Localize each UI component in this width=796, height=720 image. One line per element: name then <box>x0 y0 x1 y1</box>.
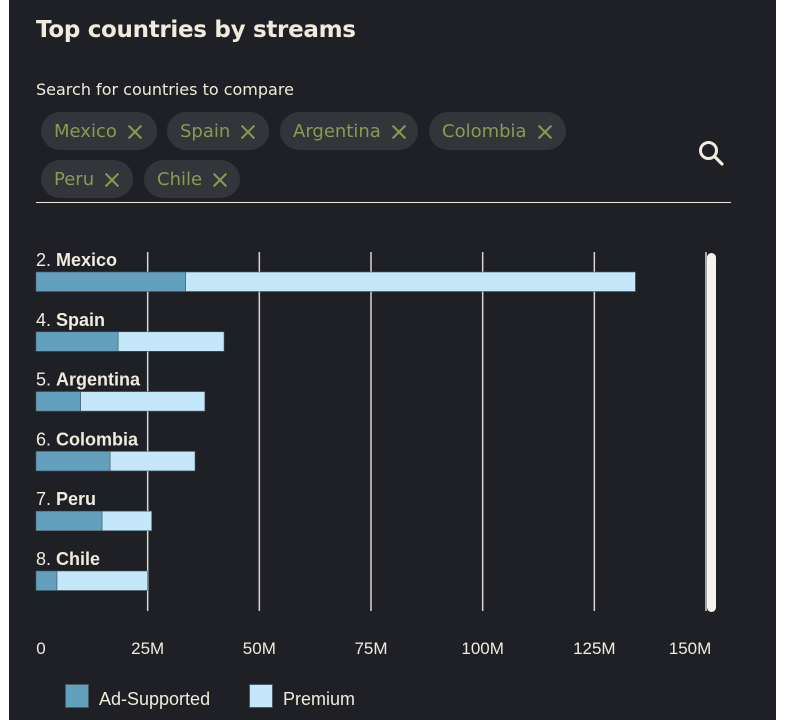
chart-scrollbar-thumb[interactable] <box>707 253 716 612</box>
country-chip-label: Colombia <box>442 120 527 142</box>
category-label: 7. Peru <box>36 489 96 509</box>
category-rank: 2. <box>36 250 56 270</box>
bar-premium <box>109 451 196 472</box>
category-name: Mexico <box>56 250 117 270</box>
bar-premium <box>101 510 152 532</box>
x-tick-label: 0 <box>36 639 45 658</box>
x-tick-label: 125M <box>573 639 616 658</box>
category-rank: 4. <box>36 310 56 330</box>
category-rank: 5. <box>36 370 56 390</box>
category-label: 2. Mexico <box>36 250 117 270</box>
country-chip[interactable]: Colombia <box>429 112 566 150</box>
country-chip[interactable]: Peru <box>41 160 133 198</box>
search-icon <box>699 141 724 166</box>
country-chip-label: Peru <box>54 168 95 190</box>
bar-premium <box>80 391 206 412</box>
category-name: Spain <box>56 310 105 330</box>
country-chip[interactable]: Chile <box>144 160 240 198</box>
x-tick-label: 100M <box>461 639 504 658</box>
category-name: Peru <box>56 489 96 509</box>
country-chip[interactable]: Mexico <box>41 112 157 150</box>
legend-swatch-premium <box>249 684 273 708</box>
category-label: 4. Spain <box>36 310 105 330</box>
bar-ad-supported <box>35 451 111 472</box>
category-name: Chile <box>56 549 100 569</box>
country-chip-label: Chile <box>157 168 203 190</box>
category-name: Argentina <box>56 370 141 390</box>
country-chip[interactable]: Argentina <box>280 112 418 150</box>
legend-swatch-ad-supported <box>65 684 89 708</box>
country-chip-label: Mexico <box>54 120 117 142</box>
x-tick-label: 150M <box>669 639 712 658</box>
bar-ad-supported <box>35 570 58 591</box>
category-rank: 7. <box>36 489 56 509</box>
category-label: 8. Chile <box>36 549 100 569</box>
country-chip[interactable]: Spain <box>167 112 269 150</box>
bar-ad-supported <box>35 510 103 532</box>
x-tick-label: 50M <box>243 639 276 658</box>
search-input-underline <box>36 202 731 203</box>
bar-ad-supported <box>35 391 81 412</box>
category-name: Colombia <box>56 429 139 449</box>
bar-premium <box>185 271 636 292</box>
category-label: 5. Argentina <box>36 370 141 390</box>
country-chip-label: Spain <box>180 120 231 142</box>
bar-ad-supported <box>35 271 186 292</box>
search-button[interactable] <box>697 139 727 169</box>
search-label: Search for countries to compare <box>36 80 294 99</box>
category-label: 6. Colombia <box>36 429 139 449</box>
category-rank: 6. <box>36 429 56 449</box>
legend-label-ad-supported: Ad-Supported <box>99 689 211 709</box>
bar-premium <box>117 331 225 352</box>
category-rank: 8. <box>36 549 56 569</box>
legend-label-premium: Premium <box>283 689 356 709</box>
x-tick-label: 75M <box>354 639 387 658</box>
country-chip-label: Argentina <box>293 120 381 142</box>
x-tick-label: 25M <box>131 639 164 658</box>
page-title: Top countries by streams <box>36 17 356 43</box>
bar-ad-supported <box>35 331 119 352</box>
bar-premium <box>56 570 148 591</box>
